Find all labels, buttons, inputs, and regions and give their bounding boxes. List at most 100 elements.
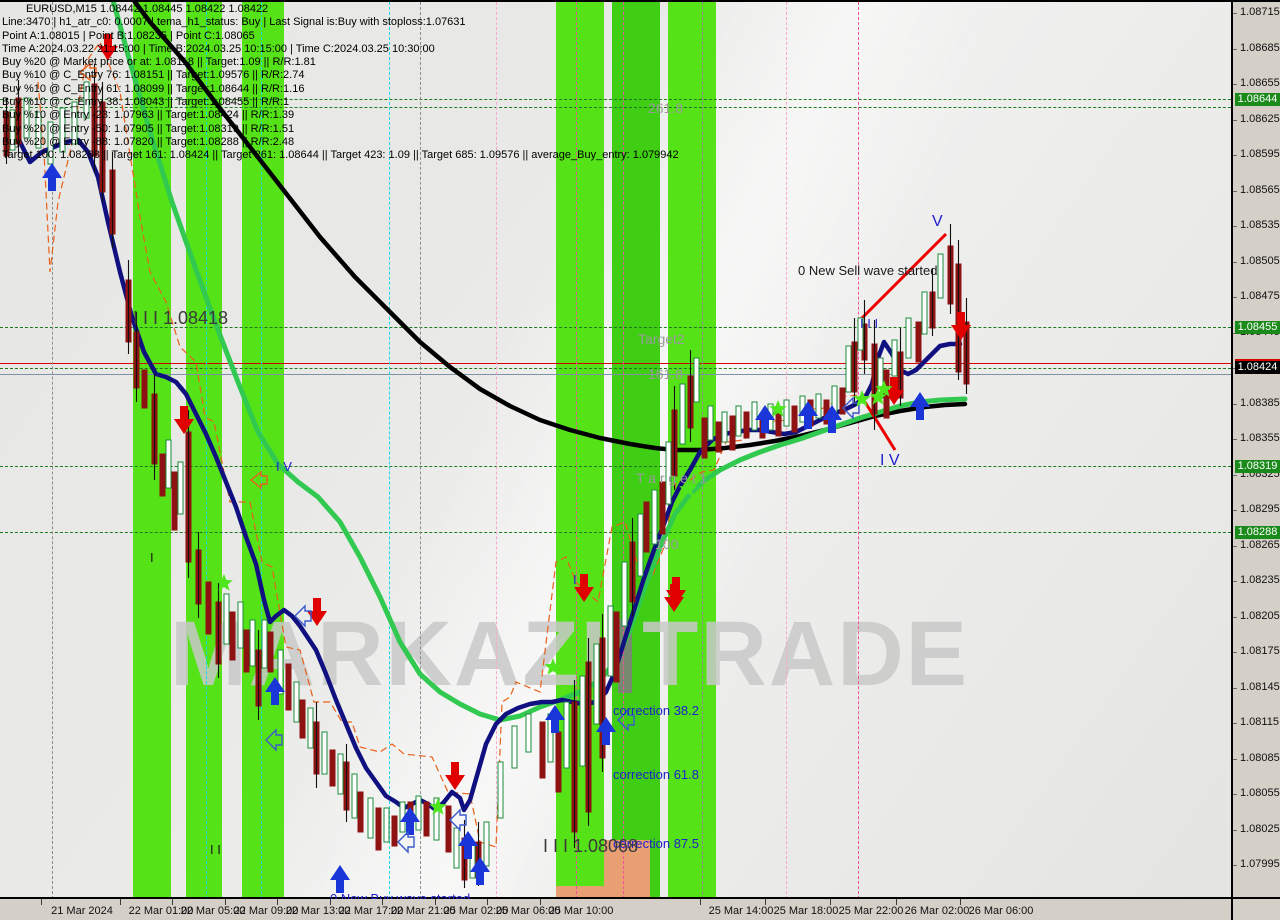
indicator-header-line: Buy %10 @ C_Entry 38: 1.08043 || Target:… bbox=[2, 96, 290, 109]
ma-blue-fast bbox=[7, 121, 963, 813]
price-tick bbox=[1233, 226, 1237, 227]
wave-iv-left: I V bbox=[276, 459, 292, 474]
price-tick-label: 1.08025 bbox=[1240, 823, 1280, 835]
price-tick-label: 1.08295 bbox=[1240, 503, 1280, 515]
candlestick-series bbox=[3, 64, 970, 888]
time-tick bbox=[700, 899, 701, 905]
time-tick-label: 26 Mar 06:00 bbox=[968, 905, 1034, 917]
time-tick-label: 22 Mar 13:00 bbox=[285, 905, 351, 917]
time-tick bbox=[765, 899, 766, 905]
watermark-right: TRADE bbox=[642, 603, 970, 705]
wave-v-right: V bbox=[932, 213, 943, 230]
time-tick-label: 22 Mar 21:00 bbox=[390, 905, 456, 917]
wave-i-left: I bbox=[150, 550, 154, 565]
level-line-108455 bbox=[0, 327, 1231, 328]
wave-iii-left: I I I 1.08418 bbox=[133, 308, 229, 328]
signal-markers-layer bbox=[42, 34, 971, 893]
time-tick bbox=[120, 899, 121, 905]
price-tick-label: 1.08715 bbox=[1240, 6, 1280, 18]
price-tick-label: 1.08475 bbox=[1240, 290, 1280, 302]
time-tick bbox=[172, 899, 173, 905]
price-tick-label: 1.08505 bbox=[1240, 255, 1280, 267]
price-tick-label: 1.08265 bbox=[1240, 539, 1280, 551]
vline-marker bbox=[206, 2, 207, 899]
axis-corner bbox=[1231, 897, 1280, 920]
price-tick-label: 1.08085 bbox=[1240, 752, 1280, 764]
vline-marker bbox=[858, 2, 859, 899]
time-tick-label: 25 Mar 10:00 bbox=[548, 905, 614, 917]
time-tick-label: 22 Mar 05:00 bbox=[180, 905, 246, 917]
chart-plot-area[interactable]: MARKAZI TRADE bbox=[0, 0, 1231, 899]
price-tick bbox=[1233, 191, 1237, 192]
price-tick bbox=[1233, 262, 1237, 263]
time-tick-label: 22 Mar 01:00 bbox=[128, 905, 194, 917]
price-tick-label: 1.08235 bbox=[1240, 574, 1280, 586]
signal-band bbox=[242, 2, 284, 899]
price-tick bbox=[1233, 404, 1237, 405]
pending-arrow-icon bbox=[265, 396, 860, 854]
vline-marker bbox=[389, 2, 390, 899]
fib-261-label: 261.8 bbox=[648, 100, 684, 116]
time-axis[interactable]: 21 Mar 2024 22 Mar 01:00 22 Mar 05:00 22 Ma… bbox=[0, 897, 1231, 920]
sell-arrow-icon bbox=[98, 34, 971, 790]
indicator-header-line: Line:3470 | h1_atr_c0: 0.0007 | tema_h1_… bbox=[2, 16, 466, 29]
time-tick bbox=[435, 899, 436, 905]
indicator-header-line: Buy %10 @ C_Entry 61: 1.08099 || Target:… bbox=[2, 82, 305, 95]
price-tick bbox=[1233, 688, 1237, 689]
fib-100-label: 100 bbox=[655, 536, 679, 552]
level-line-fib2618 bbox=[0, 107, 1231, 108]
indicator-header-line: Buy %10 @ Entry -23: 1.07963 || Target:1… bbox=[2, 109, 295, 122]
vline-marker bbox=[496, 2, 497, 899]
vline-marker bbox=[420, 2, 421, 899]
price-tick bbox=[1233, 830, 1237, 831]
vline-marker bbox=[623, 2, 624, 899]
correction-618: correction 61.8 bbox=[613, 767, 699, 782]
price-tick bbox=[1233, 865, 1237, 866]
level-price-badge: 1.08288 bbox=[1235, 526, 1280, 539]
time-tick bbox=[896, 899, 897, 905]
price-tick bbox=[1233, 439, 1237, 440]
level-line-108288 bbox=[0, 532, 1231, 533]
level-line-108424 bbox=[0, 368, 1231, 369]
vline-marker bbox=[52, 2, 53, 899]
price-tick bbox=[1233, 759, 1237, 760]
indicator-header-line: Time A:2024.03.22 21:15:00 | Time B:2024… bbox=[2, 42, 435, 55]
price-tick bbox=[1233, 13, 1237, 14]
price-tick bbox=[1233, 723, 1237, 724]
new-sell-wave: 0 New Sell wave started bbox=[798, 263, 938, 278]
price-tick-label: 1.08055 bbox=[1240, 787, 1280, 799]
vline-marker bbox=[786, 2, 787, 899]
time-tick bbox=[277, 899, 278, 905]
price-axis[interactable]: 1.08715 1.08685 1.08655 1.08625 1.08595 1.085… bbox=[1231, 0, 1280, 899]
pending-arrow-icon-orange bbox=[78, 62, 268, 490]
price-tick-label: 1.08625 bbox=[1240, 113, 1280, 125]
level-line-bid bbox=[0, 374, 1231, 375]
time-tick bbox=[330, 899, 331, 905]
time-tick-label: 25 Mar 22:00 bbox=[838, 905, 904, 917]
vline-marker bbox=[261, 2, 262, 899]
trendline-red-buy bbox=[863, 401, 897, 451]
wave-iii-right: I I I bbox=[860, 316, 879, 331]
price-tick bbox=[1233, 120, 1237, 121]
time-tick bbox=[960, 899, 961, 905]
time-tick-label: 25 Mar 14:00 bbox=[708, 905, 774, 917]
signal-band bbox=[612, 2, 660, 899]
price-tick bbox=[1233, 794, 1237, 795]
price-tick bbox=[1233, 84, 1237, 85]
wave-ii-left: I I bbox=[210, 842, 221, 857]
time-tick-label: 26 Mar 02:00 bbox=[904, 905, 970, 917]
level-line-price bbox=[0, 363, 1231, 364]
price-tick-label: 1.08685 bbox=[1240, 42, 1280, 54]
price-tick-label: 1.07995 bbox=[1240, 858, 1280, 870]
price-tick bbox=[1233, 49, 1237, 50]
time-tick bbox=[830, 899, 831, 905]
price-tick-label: 1.08205 bbox=[1240, 610, 1280, 622]
price-tick bbox=[1233, 155, 1237, 156]
wave-i-mid: I bbox=[573, 572, 577, 587]
price-tick bbox=[1233, 297, 1237, 298]
symbol-quote-line: EURUSD,M15 1.08442 1.08445 1.08422 1.084… bbox=[26, 3, 269, 15]
indicator-header-line: Target 100: 1.08288 || Target 161: 1.084… bbox=[2, 149, 679, 162]
correction-382: correction 38.2 bbox=[613, 703, 699, 718]
orange-channel-line bbox=[37, 40, 901, 848]
